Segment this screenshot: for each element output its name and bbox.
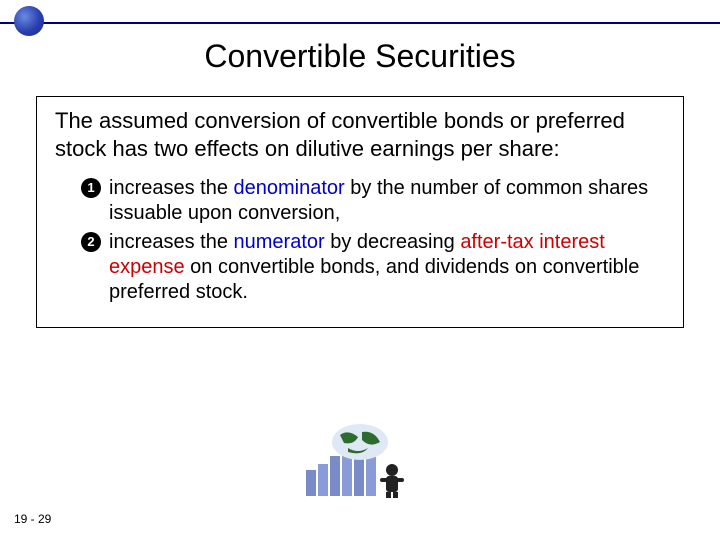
slide-title: Convertible Securities xyxy=(0,38,720,75)
page-number: 19 - 29 xyxy=(14,512,51,526)
point-1-prefix: increases the xyxy=(109,177,234,199)
circled-two-icon: 2 xyxy=(81,232,101,252)
point-2-mid: by decreasing xyxy=(325,231,461,253)
circled-one-icon: 1 xyxy=(81,178,101,198)
header-rule xyxy=(0,22,720,24)
globe-chart-clipart-icon xyxy=(300,420,420,500)
point-2-suffix: on convertible bonds, and dividends on c… xyxy=(109,256,639,303)
content-box: The assumed conversion of convertible bo… xyxy=(36,96,684,328)
header-sphere-icon xyxy=(14,6,44,36)
point-2: 2 increases the numerator by decreasing … xyxy=(81,230,665,305)
point-2-prefix: increases the xyxy=(109,231,234,253)
point-2-highlight: numerator xyxy=(234,231,325,253)
point-1: 1 increases the denominator by the numbe… xyxy=(81,176,665,226)
points-list: 1 increases the denominator by the numbe… xyxy=(55,176,665,305)
intro-text: The assumed conversion of convertible bo… xyxy=(55,107,665,162)
point-1-highlight: denominator xyxy=(234,177,345,199)
